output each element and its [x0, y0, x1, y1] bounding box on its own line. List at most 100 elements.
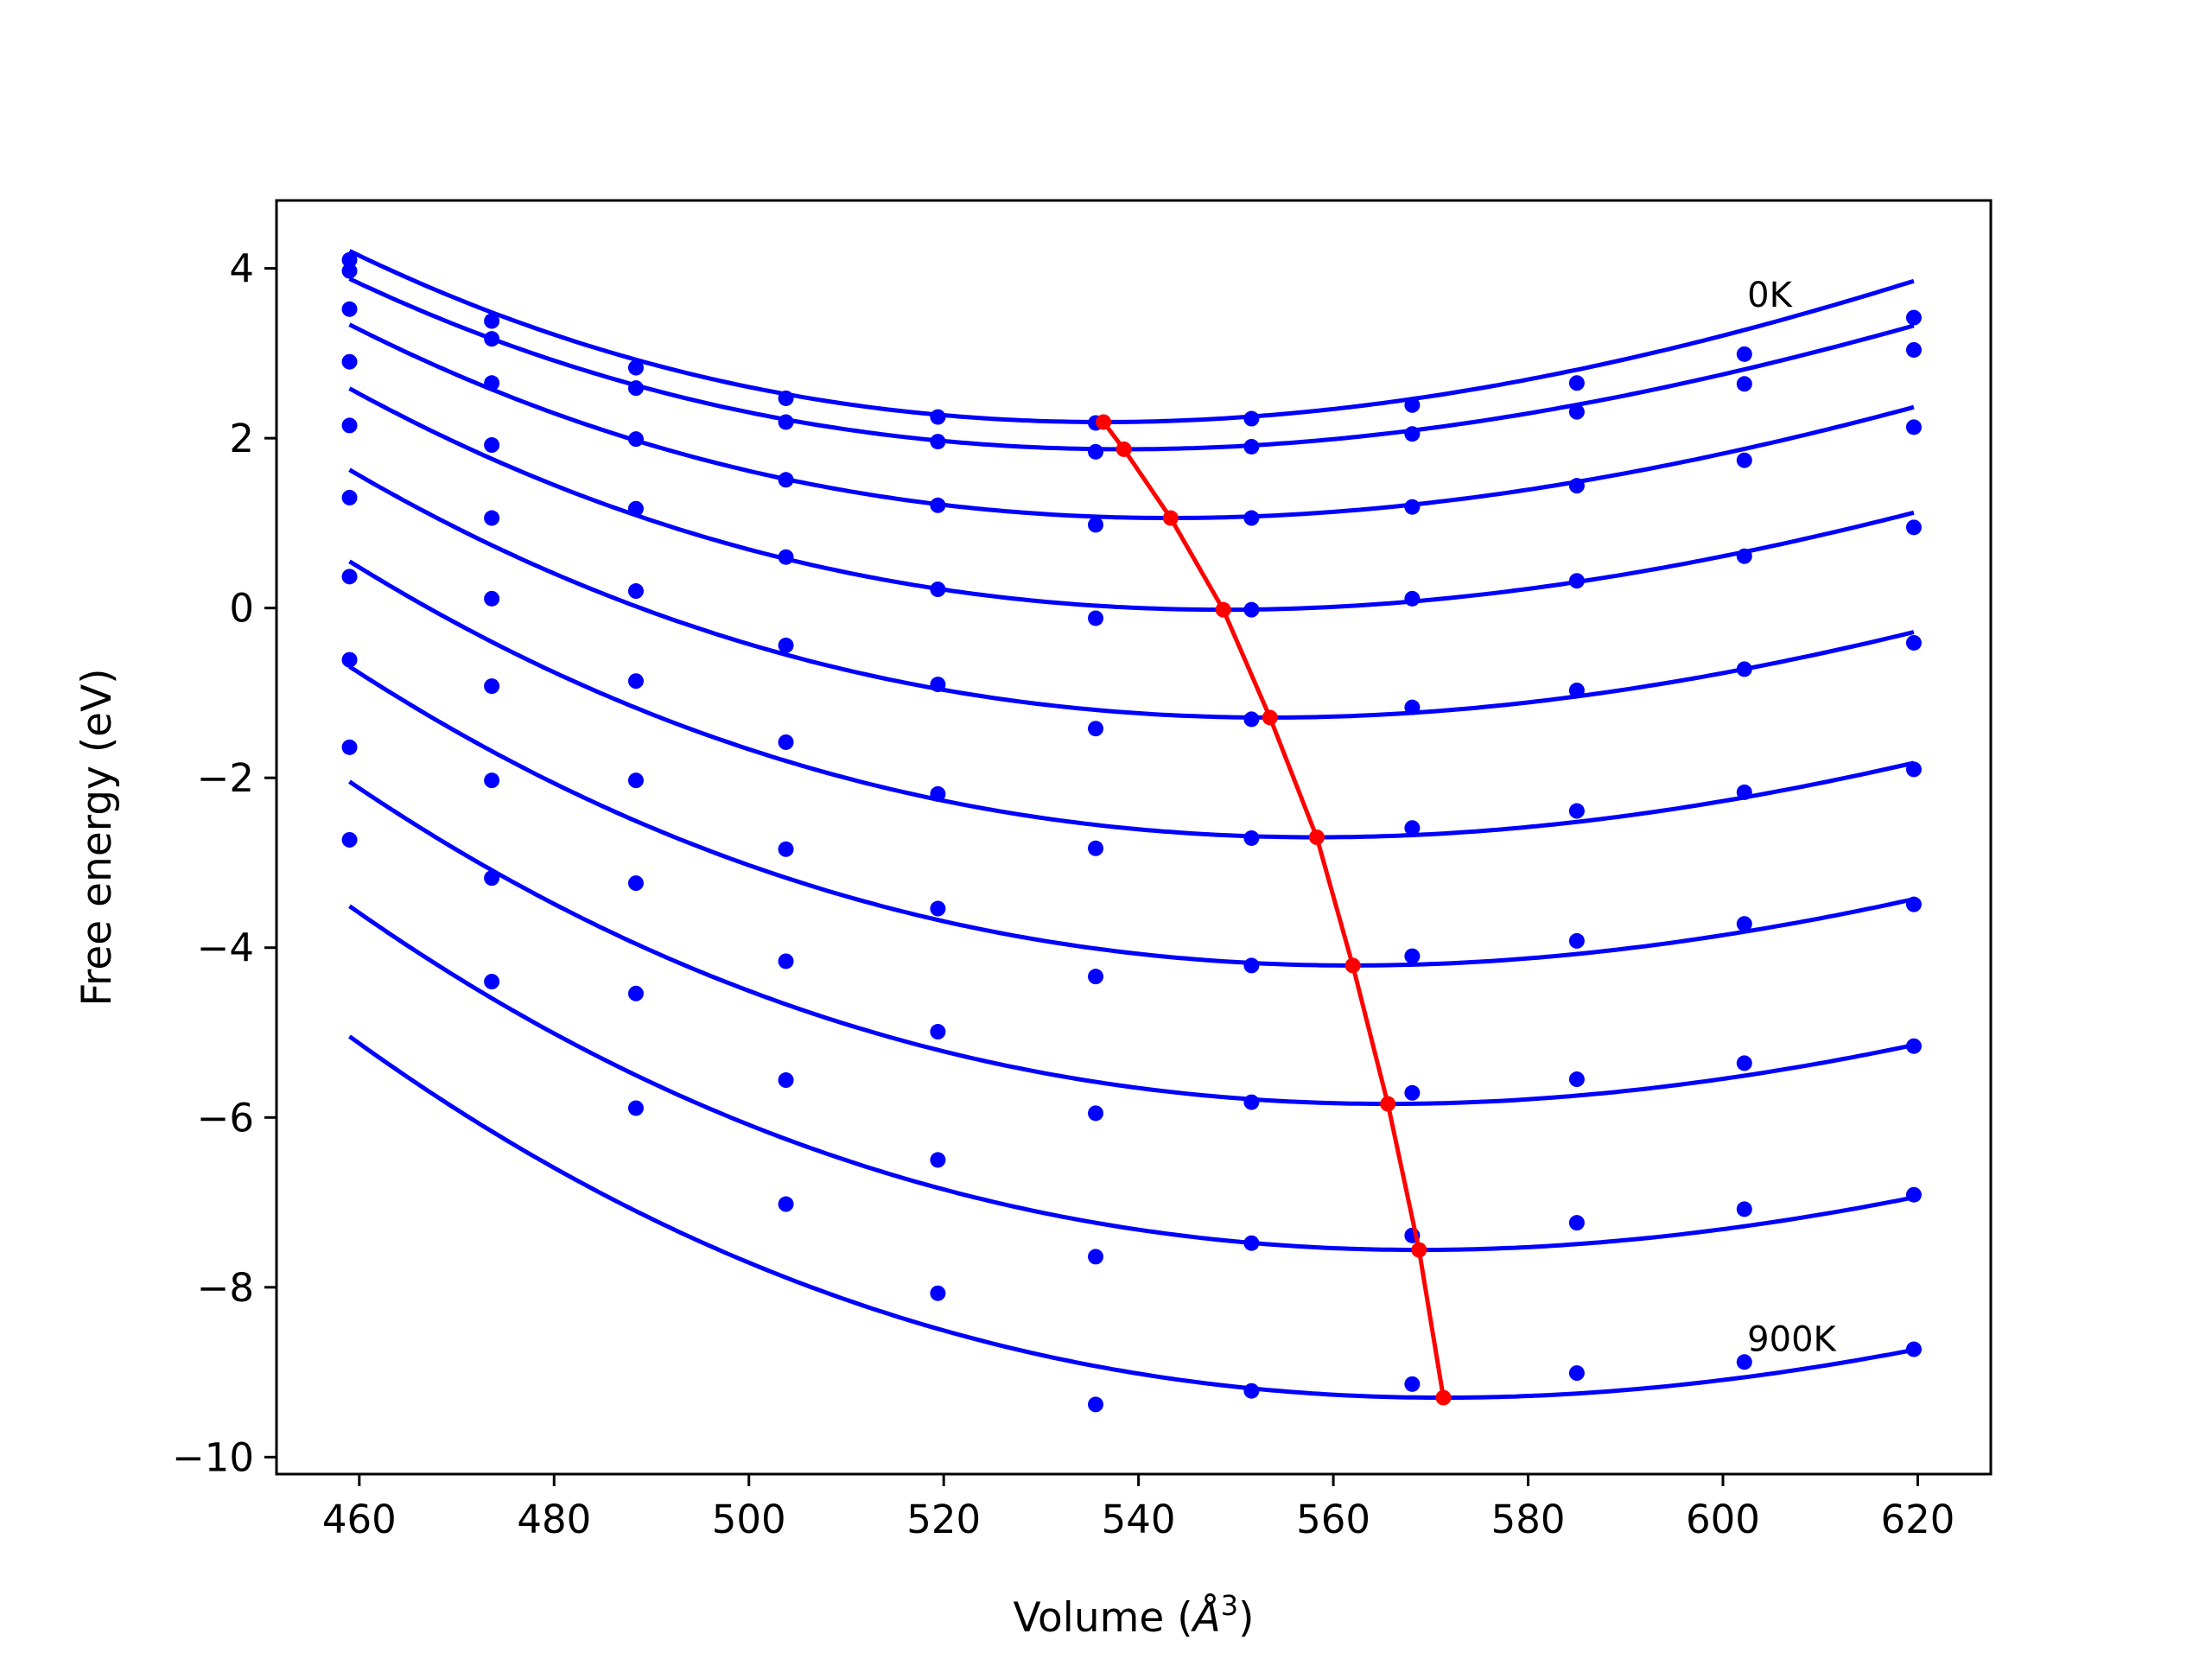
data-point-8-4	[930, 1152, 946, 1168]
minima-point-4	[1262, 709, 1278, 726]
data-point-7-10	[1905, 1038, 1922, 1054]
data-point-6-3	[778, 841, 794, 857]
y-tick-label-4: −4	[197, 925, 254, 971]
data-point-5-8	[1568, 803, 1585, 819]
fit-curve-8	[348, 904, 1915, 1253]
data-point-3-0	[341, 353, 358, 370]
data-point-8-6	[1243, 1235, 1260, 1251]
data-point-5-4	[930, 785, 946, 802]
data-point-2-3	[778, 472, 794, 488]
data-point-5-3	[778, 734, 794, 750]
data-point-3-8	[1568, 573, 1585, 589]
data-point-6-2	[627, 772, 644, 789]
data-point-6-1	[484, 678, 500, 695]
data-point-9-4	[930, 1285, 946, 1301]
data-point-9-10	[1905, 1341, 1922, 1357]
data-point-8-8	[1568, 1215, 1585, 1231]
data-point-8-2	[627, 985, 644, 1001]
data-point-9-3	[778, 1196, 794, 1212]
data-point-5-9	[1736, 784, 1752, 800]
data-point-5-6	[1243, 830, 1260, 846]
data-point-2-4	[930, 497, 946, 513]
y-tick-label-1: 2	[229, 416, 254, 461]
data-point-0-2	[627, 359, 644, 376]
data-point-1-5	[1088, 443, 1104, 460]
data-point-4-5	[1088, 721, 1104, 737]
minima-point-1	[1116, 441, 1132, 457]
annotation-1: 900K	[1747, 1320, 1837, 1360]
fit-curve-9	[348, 1034, 1915, 1401]
data-point-9-7	[1404, 1376, 1421, 1392]
data-point-4-6	[1243, 711, 1260, 728]
data-point-5-10	[1905, 761, 1922, 778]
data-point-1-9	[1736, 376, 1752, 392]
data-point-0-6	[1243, 410, 1260, 427]
data-point-0-0	[341, 251, 358, 268]
data-point-5-5	[1088, 840, 1104, 856]
x-tick-label-4: 540	[1102, 1497, 1176, 1542]
data-point-2-7	[1404, 499, 1421, 515]
y-tick-label-5: −6	[197, 1095, 254, 1141]
fit-curve-6	[348, 664, 1915, 968]
data-point-1-10	[1905, 341, 1922, 358]
minima-point-3	[1215, 601, 1231, 618]
data-point-2-1	[484, 375, 500, 391]
data-point-7-8	[1568, 1071, 1585, 1088]
data-point-0-3	[778, 390, 794, 406]
y-tick-label-2: 0	[229, 586, 254, 632]
x-tick-label-2: 500	[712, 1497, 786, 1542]
data-point-4-1	[484, 510, 500, 526]
data-point-2-9	[1736, 452, 1752, 468]
data-point-3-1	[484, 437, 500, 454]
data-point-7-5	[1088, 1105, 1104, 1122]
data-point-3-9	[1736, 548, 1752, 564]
annotation-layer: 0K 900K	[1747, 276, 1837, 1360]
data-point-3-3	[778, 549, 794, 565]
data-point-8-5	[1088, 1249, 1104, 1265]
data-point-1-0	[341, 263, 358, 279]
data-point-9-2	[627, 1100, 644, 1116]
data-point-6-9	[1736, 916, 1752, 932]
data-point-3-5	[1088, 610, 1104, 626]
data-point-3-10	[1905, 519, 1922, 536]
data-point-1-4	[930, 434, 946, 450]
data-point-8-9	[1736, 1201, 1752, 1217]
data-point-7-7	[1404, 1084, 1421, 1101]
data-point-4-2	[627, 583, 644, 600]
tick-layer: 460 480 500 520 540 560 580 600 620 4 2 0 −2 −4 −6 −8 −1…	[172, 246, 1955, 1542]
fit-curve-4	[348, 467, 1915, 720]
data-point-6-0	[341, 569, 358, 585]
data-point-0-10	[1905, 309, 1922, 326]
data-point-7-3	[778, 953, 794, 969]
data-point-7-9	[1736, 1055, 1752, 1071]
data-point-7-1	[484, 772, 500, 789]
data-point-4-7	[1404, 699, 1421, 715]
annotation-0: 0K	[1747, 276, 1793, 315]
data-point-6-4	[930, 900, 946, 917]
data-point-0-4	[930, 409, 946, 425]
fit-curve-0	[348, 249, 1915, 424]
data-point-8-10	[1905, 1186, 1922, 1203]
data-point-1-2	[627, 380, 644, 397]
fit-curve-7	[348, 779, 1915, 1107]
minima-point-7	[1380, 1096, 1396, 1112]
data-point-8-3	[778, 1072, 794, 1089]
data-point-5-7	[1404, 820, 1421, 836]
data-point-4-8	[1568, 682, 1585, 698]
data-point-4-4	[930, 677, 946, 693]
fit-curve-3	[348, 386, 1915, 613]
data-point-7-4	[930, 1024, 946, 1040]
data-point-4-9	[1736, 661, 1752, 677]
data-point-5-0	[341, 489, 358, 505]
y-axis-label: Free energy (eV)	[73, 668, 121, 1006]
fit-curve-5	[348, 559, 1915, 840]
x-tick-label-8: 620	[1881, 1497, 1955, 1542]
x-tick-label-6: 580	[1491, 1497, 1566, 1542]
data-point-2-5	[1088, 517, 1104, 533]
data-point-1-6	[1243, 438, 1260, 454]
data-point-9-1	[484, 974, 500, 990]
data-point-3-2	[627, 500, 644, 517]
data-point-2-0	[341, 301, 358, 317]
data-point-0-9	[1736, 346, 1752, 362]
